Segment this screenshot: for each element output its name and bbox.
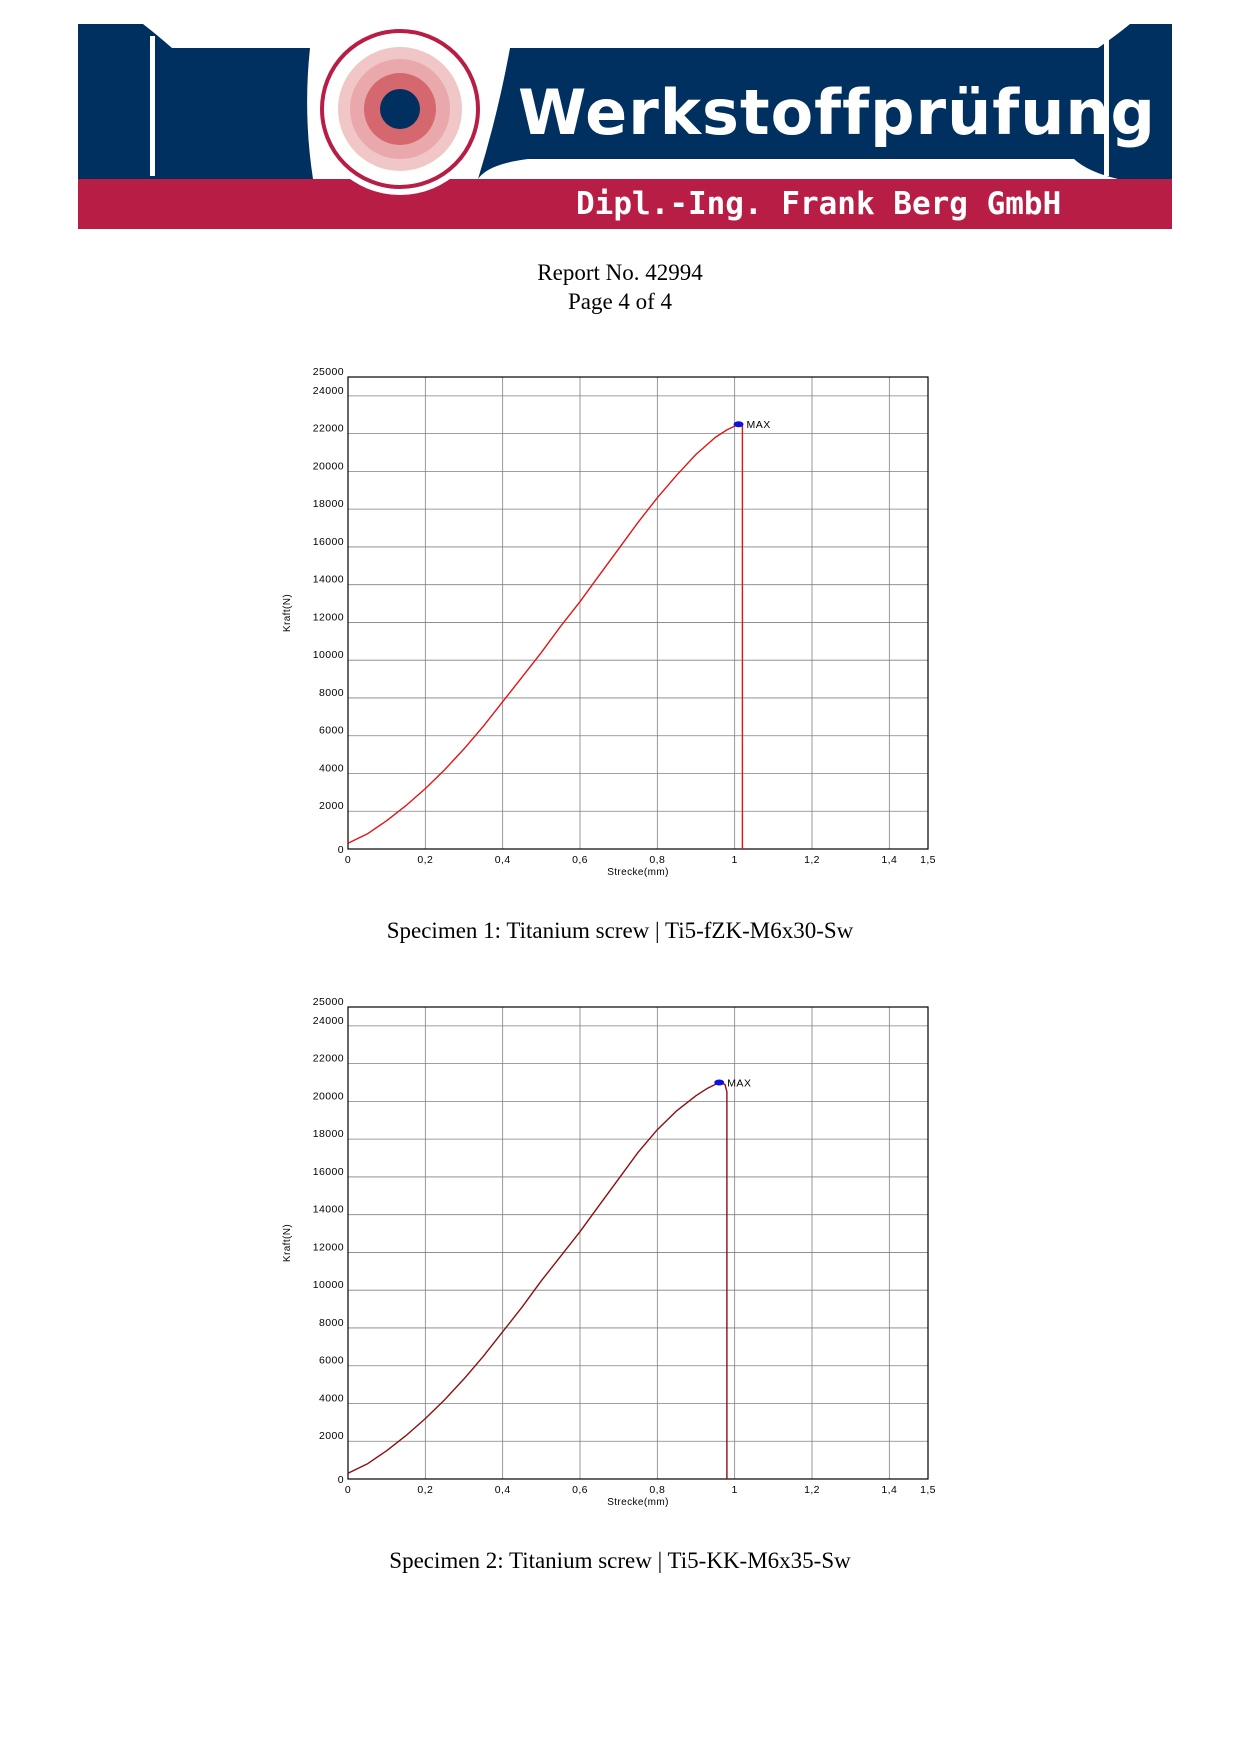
x-axis-label: Strecke(mm) <box>607 867 669 878</box>
x-tick-label: 0 <box>345 1484 351 1496</box>
specimen-1-caption: Specimen 1: Titanium screw | Ti5-fZK-M6x… <box>386 918 854 943</box>
target-icon <box>314 24 486 195</box>
company-name: Werkstoffprüfung <box>518 76 1156 149</box>
logo-divider-left <box>150 36 155 176</box>
y-tick-label: 0 <box>338 1474 344 1486</box>
y-tick-label: 6000 <box>319 725 344 737</box>
x-tick-label: 0,2 <box>417 854 433 866</box>
max-marker-label: MAX <box>727 1078 751 1090</box>
y-tick-label: 24000 <box>313 1015 344 1027</box>
y-tick-label: 12000 <box>313 1241 344 1253</box>
y-tick-label: 10000 <box>313 649 344 661</box>
report-info: Report No. 42994 Page 4 of 4 <box>0 258 1240 316</box>
x-tick-label: 0 <box>345 854 351 866</box>
x-tick-label: 0,8 <box>649 854 665 866</box>
y-tick-label: 8000 <box>319 1317 344 1329</box>
y-tick-label: 20000 <box>313 1090 344 1102</box>
y-tick-label: 22000 <box>313 423 344 435</box>
logo-crimson-band <box>78 179 1172 229</box>
company-subtitle: Dipl.-Ing. Frank Berg GmbH <box>576 186 1061 222</box>
chart-1-svg: 0 2000 4000 6000 8000 10000 12000 14000 16000 180… <box>282 366 936 878</box>
y-tick-label: 8000 <box>319 687 344 699</box>
x-axis-label: Strecke(mm) <box>607 1497 669 1508</box>
x-tick-label: 1 <box>732 854 738 866</box>
series-line <box>347 1081 728 1479</box>
y-tick-label: 18000 <box>313 1128 344 1140</box>
x-tick-label: 0,6 <box>572 854 588 866</box>
max-marker <box>714 1079 725 1086</box>
y-tick-label: 18000 <box>313 498 344 510</box>
y-axis-label: Kraft(N) <box>282 594 293 632</box>
x-tick-label: 0,2 <box>417 1484 433 1496</box>
y-tick-label: 25000 <box>313 366 344 378</box>
y-tick-label: 10000 <box>313 1279 344 1291</box>
max-marker-label: MAX <box>747 419 771 431</box>
y-tick-label: 20000 <box>313 460 344 472</box>
y-tick-label: 22000 <box>313 1053 344 1065</box>
logo-navy-right <box>478 24 1172 179</box>
x-tick-label: 1,5 <box>920 854 936 866</box>
y-tick-label: 12000 <box>313 611 344 623</box>
y-tick-label: 6000 <box>319 1355 344 1367</box>
y-tick-label: 16000 <box>313 1166 344 1178</box>
specimen-2-caption: Specimen 2: Titanium screw | Ti5-KK-M6x3… <box>389 1548 851 1573</box>
x-tick-label: 1,4 <box>881 854 897 866</box>
x-tick-label: 0,8 <box>649 1484 665 1496</box>
x-tick-label: 0,4 <box>495 854 511 866</box>
x-tick-label: 1 <box>732 1484 738 1496</box>
x-tick-label: 1,2 <box>804 1484 820 1496</box>
y-tick-label: 0 <box>338 844 344 856</box>
logo-divider-right <box>1104 36 1109 176</box>
y-tick-label: 4000 <box>319 1392 344 1404</box>
logo-navy-left <box>78 24 313 179</box>
series-line <box>347 423 744 849</box>
plot-frame <box>347 376 929 850</box>
y-tick-label: 14000 <box>313 1204 344 1216</box>
x-tick-label: 0,4 <box>495 1484 511 1496</box>
x-tick-label: 1,2 <box>804 854 820 866</box>
y-tick-label: 4000 <box>319 762 344 774</box>
max-marker <box>733 421 744 428</box>
force-displacement-chart-2: 0 2000 4000 6000 8000 10000 12000 14000 16000 180… <box>270 990 970 1510</box>
y-tick-label: 24000 <box>313 385 344 397</box>
y-tick-label: 2000 <box>319 1430 344 1442</box>
report-number: Report No. 42994 <box>537 260 703 285</box>
y-tick-label: 14000 <box>313 574 344 586</box>
page-number: Page 4 of 4 <box>567 289 673 314</box>
chart-2-svg: 0 2000 4000 6000 8000 10000 12000 14000 16000 180… <box>282 996 936 1508</box>
plot-frame <box>347 1006 929 1480</box>
y-tick-label: 2000 <box>319 800 344 812</box>
x-tick-label: 1,5 <box>920 1484 936 1496</box>
company-logo: Werkstoffprüfung Dipl.-Ing. Frank Berg G… <box>78 24 1172 229</box>
y-tick-label: 16000 <box>313 536 344 548</box>
x-tick-label: 0,6 <box>572 1484 588 1496</box>
y-tick-label: 25000 <box>313 996 344 1008</box>
y-axis-label: Kraft(N) <box>282 1224 293 1262</box>
force-displacement-chart-1: 0 2000 4000 6000 8000 10000 12000 14000 16000 180… <box>270 360 970 880</box>
x-tick-label: 1,4 <box>881 1484 897 1496</box>
